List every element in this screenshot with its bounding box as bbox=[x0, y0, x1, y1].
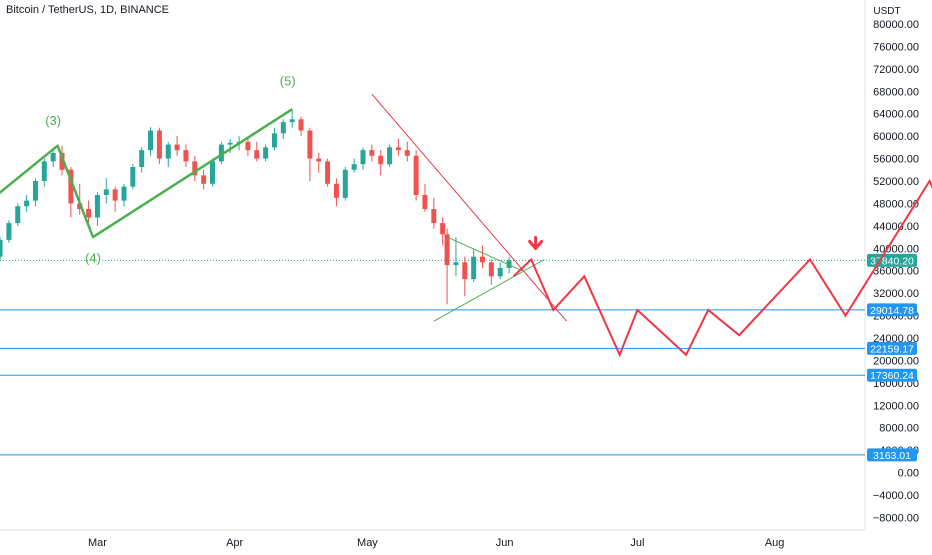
candle-body[interactable] bbox=[396, 147, 401, 150]
down-arrow-icon bbox=[530, 237, 542, 248]
support-level-label: 29014.78 bbox=[870, 305, 914, 317]
y-tick-label: 20000.00 bbox=[873, 355, 919, 367]
candle-body[interactable] bbox=[387, 147, 392, 164]
candle-body[interactable] bbox=[290, 119, 295, 122]
candle-body[interactable] bbox=[24, 201, 29, 207]
candle-body[interactable] bbox=[480, 257, 485, 263]
candle-body[interactable] bbox=[263, 147, 268, 158]
candle-body[interactable] bbox=[95, 195, 100, 217]
candle-body[interactable] bbox=[378, 156, 383, 164]
candle-body[interactable] bbox=[113, 189, 118, 200]
y-tick-label: 56000.00 bbox=[873, 154, 919, 166]
candle-body[interactable] bbox=[369, 150, 374, 156]
x-tick-label: Apr bbox=[226, 537, 243, 549]
candle-body[interactable] bbox=[299, 119, 304, 130]
y-tick-label: 68000.00 bbox=[873, 86, 919, 98]
candle-body[interactable] bbox=[6, 223, 11, 240]
candle-body[interactable] bbox=[86, 209, 91, 217]
y-tick-label: 8000.00 bbox=[879, 423, 919, 435]
support-level-label: 22159.17 bbox=[870, 343, 914, 355]
y-tick-label: 80000.00 bbox=[873, 19, 919, 31]
y-tick-label: 60000.00 bbox=[873, 131, 919, 143]
wave-label: (3) bbox=[45, 113, 61, 128]
candle-body[interactable] bbox=[361, 150, 366, 164]
candle-body[interactable] bbox=[440, 223, 445, 234]
candle-body[interactable] bbox=[139, 150, 144, 167]
y-tick-label: 32000.00 bbox=[873, 288, 919, 300]
y-unit-label: USDT bbox=[873, 6, 900, 17]
candle-body[interactable] bbox=[254, 150, 259, 158]
x-tick-label: Mar bbox=[88, 537, 107, 549]
candle-body[interactable] bbox=[130, 167, 135, 187]
candle-body[interactable] bbox=[245, 142, 250, 150]
candle-body[interactable] bbox=[33, 181, 38, 201]
candle-body[interactable] bbox=[175, 145, 180, 151]
candle-body[interactable] bbox=[157, 131, 162, 159]
wave-label: (4) bbox=[85, 250, 101, 265]
wave-label: (5) bbox=[280, 74, 296, 89]
trendline-triangle-upper[interactable] bbox=[447, 237, 522, 271]
x-tick-label: Jul bbox=[630, 537, 644, 549]
candle-body[interactable] bbox=[453, 262, 458, 265]
y-tick-label: 52000.00 bbox=[873, 176, 919, 188]
candle-body[interactable] bbox=[201, 175, 206, 183]
candle-body[interactable] bbox=[489, 262, 494, 276]
candle-body[interactable] bbox=[498, 268, 503, 276]
candle-body[interactable] bbox=[121, 187, 126, 201]
candle-body[interactable] bbox=[0, 240, 3, 257]
chart-title: Bitcoin / TetherUS, 1D, BINANCE bbox=[6, 4, 169, 16]
candle-body[interactable] bbox=[334, 184, 339, 198]
support-level-label: 3163.01 bbox=[873, 450, 911, 462]
candle-body[interactable] bbox=[471, 257, 476, 279]
candle-body[interactable] bbox=[183, 150, 188, 161]
candle-body[interactable] bbox=[51, 153, 56, 161]
candle-body[interactable] bbox=[431, 209, 436, 223]
candle-body[interactable] bbox=[445, 234, 450, 265]
x-tick-label: Aug bbox=[765, 537, 785, 549]
y-tick-label: 36000.00 bbox=[873, 266, 919, 278]
candle-body[interactable] bbox=[42, 161, 47, 181]
candle-body[interactable] bbox=[104, 189, 109, 195]
candle-body[interactable] bbox=[228, 143, 233, 145]
candle-body[interactable] bbox=[325, 161, 330, 183]
candle-body[interactable] bbox=[148, 131, 153, 151]
x-tick-label: Jun bbox=[496, 537, 514, 549]
candle-body[interactable] bbox=[307, 131, 312, 159]
y-tick-label: 40000.00 bbox=[873, 243, 919, 255]
candle-body[interactable] bbox=[422, 195, 427, 209]
candle-body[interactable] bbox=[15, 206, 20, 223]
y-tick-label: 12000.00 bbox=[873, 400, 919, 412]
candle-body[interactable] bbox=[462, 262, 467, 279]
candle-body[interactable] bbox=[414, 156, 419, 195]
candle-body[interactable] bbox=[316, 159, 321, 162]
support-level-label: 17360.24 bbox=[870, 370, 914, 382]
trendline-descending[interactable] bbox=[372, 94, 567, 321]
y-tick-label: 64000.00 bbox=[873, 109, 919, 121]
candle-body[interactable] bbox=[352, 164, 357, 170]
y-tick-label: 0.00 bbox=[898, 468, 919, 480]
candle-body[interactable] bbox=[281, 122, 286, 133]
candle-body[interactable] bbox=[405, 150, 410, 156]
y-tick-label: −8000.00 bbox=[873, 512, 919, 524]
candle-body[interactable] bbox=[272, 133, 277, 147]
y-tick-label: 44000.00 bbox=[873, 221, 919, 233]
y-tick-label: −4000.00 bbox=[873, 490, 919, 502]
candle-body[interactable] bbox=[166, 145, 171, 159]
candle-body[interactable] bbox=[210, 161, 215, 183]
y-tick-label: 72000.00 bbox=[873, 64, 919, 76]
y-tick-label: 76000.00 bbox=[873, 41, 919, 53]
candle-body[interactable] bbox=[343, 170, 348, 198]
x-tick-label: May bbox=[357, 537, 378, 549]
